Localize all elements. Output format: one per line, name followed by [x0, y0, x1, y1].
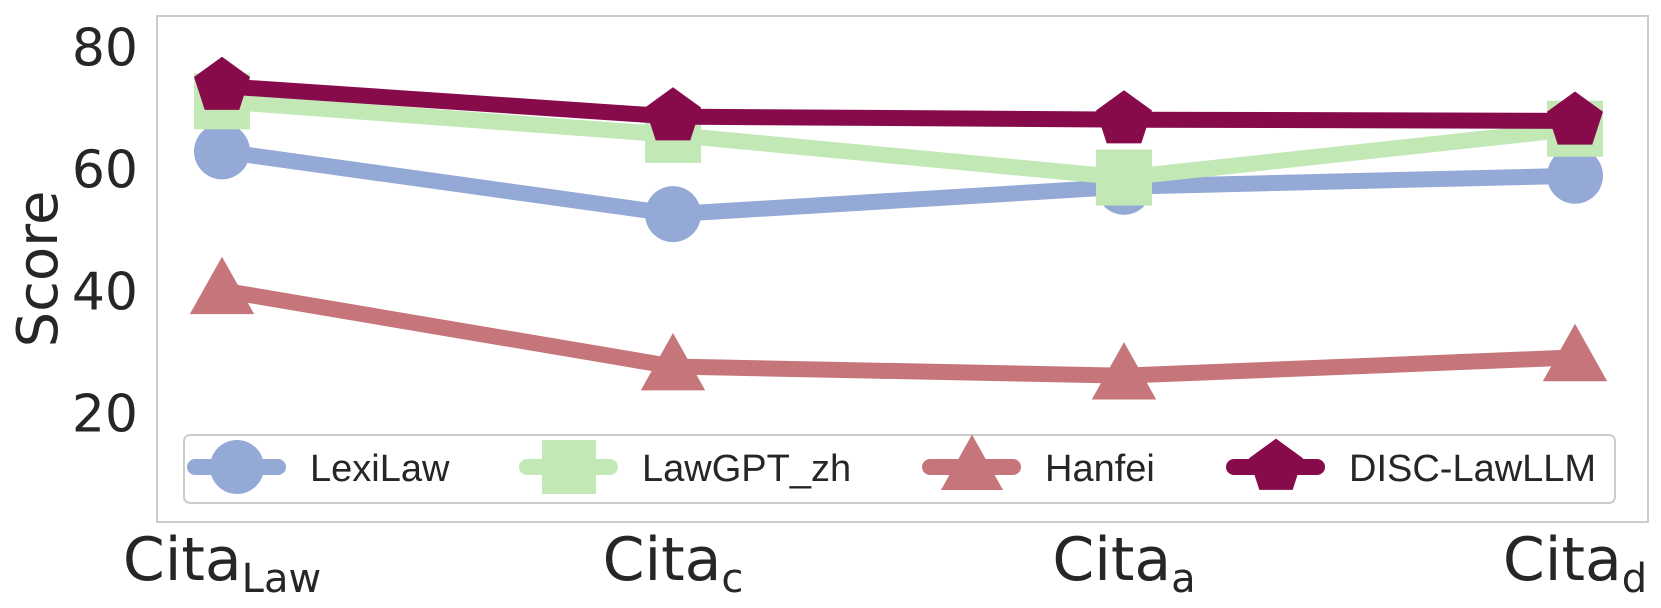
data-point — [1547, 91, 1603, 145]
y-axis-label: Score — [6, 191, 71, 348]
x-tick-label: Citac — [603, 525, 744, 602]
data-point — [194, 56, 250, 110]
series-layer — [189, 56, 1608, 400]
y-tick-label: 40 — [72, 262, 138, 322]
series-disc-lawllm — [194, 56, 1603, 145]
legend-entry: Hanfei — [922, 434, 1155, 490]
legend-marker — [210, 440, 264, 494]
data-point — [1096, 149, 1152, 206]
legend-frame — [183, 434, 1616, 504]
legend-marker — [542, 440, 596, 494]
legend: LexiLaw LawGPT_zh Hanfei DISC-LawLLM — [183, 434, 1616, 504]
series-line — [214, 78, 1583, 129]
data-point — [1096, 90, 1152, 144]
data-point — [645, 87, 701, 141]
legend-label: DISC-LawLLM — [1349, 448, 1596, 490]
legend-entry: LawGPT_zh — [519, 440, 851, 494]
y-tick-label: 20 — [72, 384, 138, 444]
data-point — [189, 256, 255, 315]
series-hanfei — [189, 256, 1608, 400]
x-axis-ticks: CitaLaw Citac Citaa Citad — [123, 525, 1647, 602]
series-line — [214, 143, 1583, 223]
data-point — [1547, 147, 1603, 204]
data-point — [1091, 342, 1157, 400]
legend-entry: DISC-LawLLM — [1226, 438, 1596, 490]
x-tick-label: Citad — [1503, 525, 1647, 602]
x-tick-label: CitaLaw — [123, 525, 321, 602]
series-line — [214, 282, 1583, 384]
data-point — [645, 186, 701, 243]
legend-marker — [940, 434, 1004, 490]
y-axis-ticks: 20 40 60 80 — [72, 18, 138, 444]
legend-marker — [1249, 438, 1303, 490]
y-tick-label: 80 — [72, 18, 138, 78]
data-point — [640, 332, 706, 391]
legend-label: LawGPT_zh — [642, 448, 851, 490]
y-tick-label: 60 — [72, 140, 138, 200]
data-point — [1542, 323, 1608, 382]
series-line — [214, 93, 1583, 186]
legend-label: Hanfei — [1045, 448, 1155, 490]
legend-entry: LexiLaw — [187, 440, 450, 494]
legend-label: LexiLaw — [310, 448, 450, 490]
x-tick-label: Citaa — [1052, 525, 1195, 602]
data-point — [194, 123, 250, 180]
